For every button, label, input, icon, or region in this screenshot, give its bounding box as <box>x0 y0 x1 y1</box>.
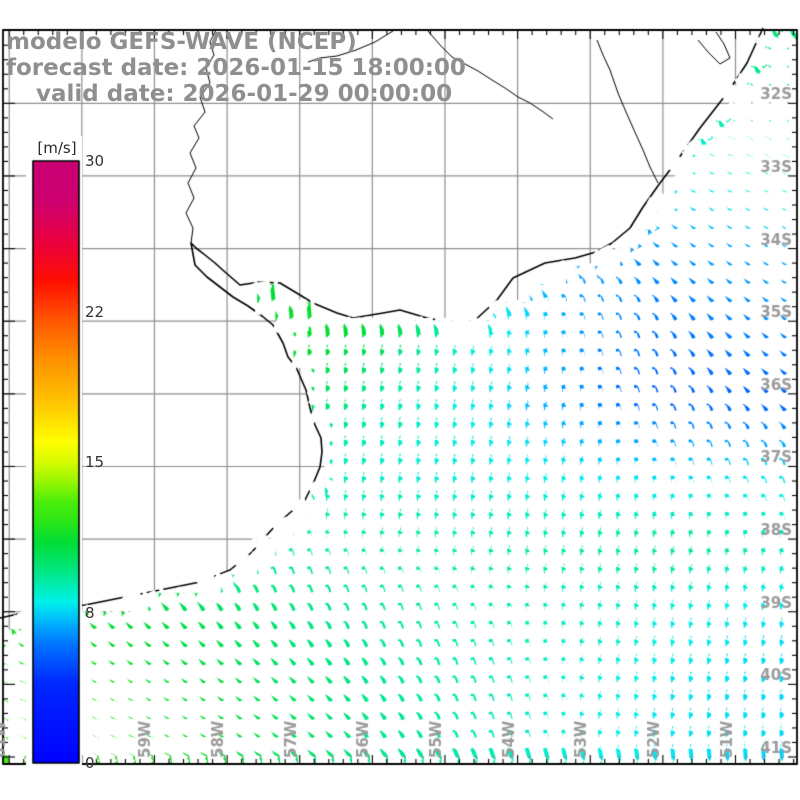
colorbar-tick-label: 15 <box>85 453 105 471</box>
colorbar-tick-label: 0 <box>85 754 95 772</box>
colorbar-tick-label: 30 <box>85 152 105 170</box>
colorbar-tick-label: 8 <box>85 603 95 622</box>
colorbar-tick-label: 22 <box>85 302 105 321</box>
colorbar-unit-label: [m/s] <box>37 139 77 157</box>
